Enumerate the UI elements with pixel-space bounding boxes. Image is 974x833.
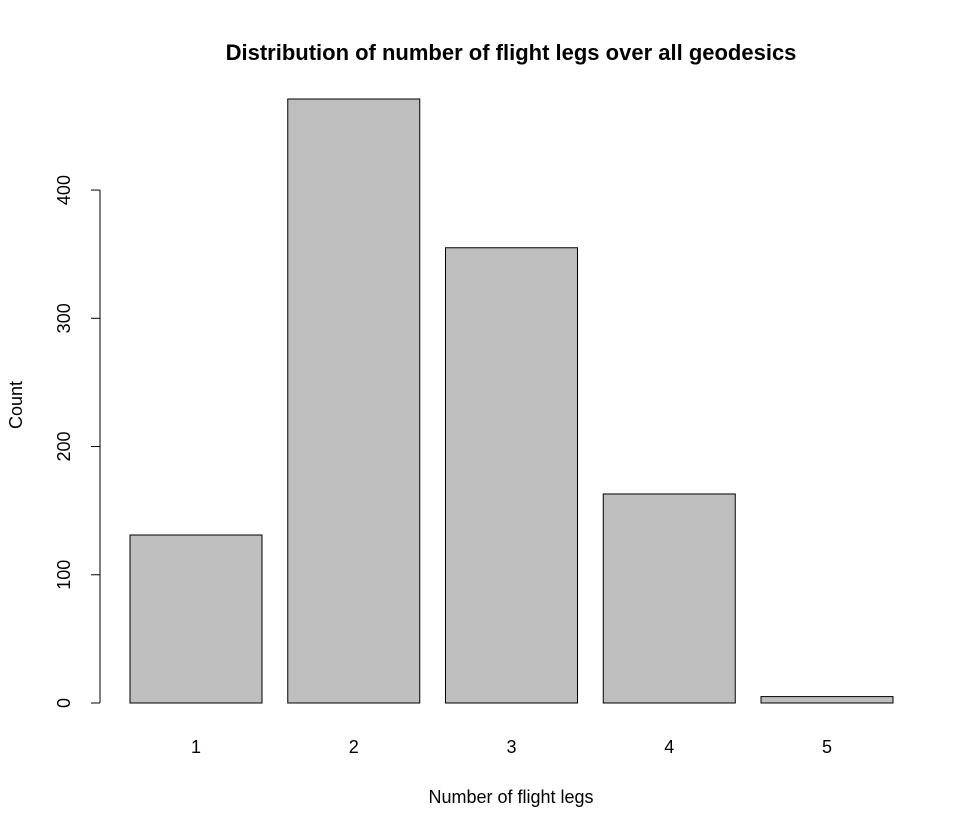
chart-title: Distribution of number of flight legs ov…: [226, 40, 797, 65]
x-tick-label: 3: [506, 737, 516, 757]
x-tick-label: 2: [349, 737, 359, 757]
x-tick-label: 4: [664, 737, 674, 757]
x-tick-label: 5: [822, 737, 832, 757]
y-tick-label: 200: [54, 432, 74, 462]
y-axis: 0 100 200 300 400: [54, 175, 101, 708]
y-tick-label: 400: [54, 175, 74, 205]
bar-5: [760, 696, 894, 704]
y-tick-label: 0: [54, 698, 74, 708]
y-tick-label: 100: [54, 560, 74, 590]
bars: [129, 98, 894, 704]
x-tick-labels: 1 2 3 4 5: [191, 737, 832, 757]
bar-3: [445, 247, 578, 704]
bar-2: [287, 98, 421, 704]
bar-4: [602, 493, 736, 704]
x-tick-label: 1: [191, 737, 201, 757]
y-axis-label: Count: [6, 381, 26, 429]
bar-1: [129, 534, 263, 704]
x-axis-label: Number of flight legs: [428, 787, 593, 807]
y-tick-label: 300: [54, 303, 74, 333]
